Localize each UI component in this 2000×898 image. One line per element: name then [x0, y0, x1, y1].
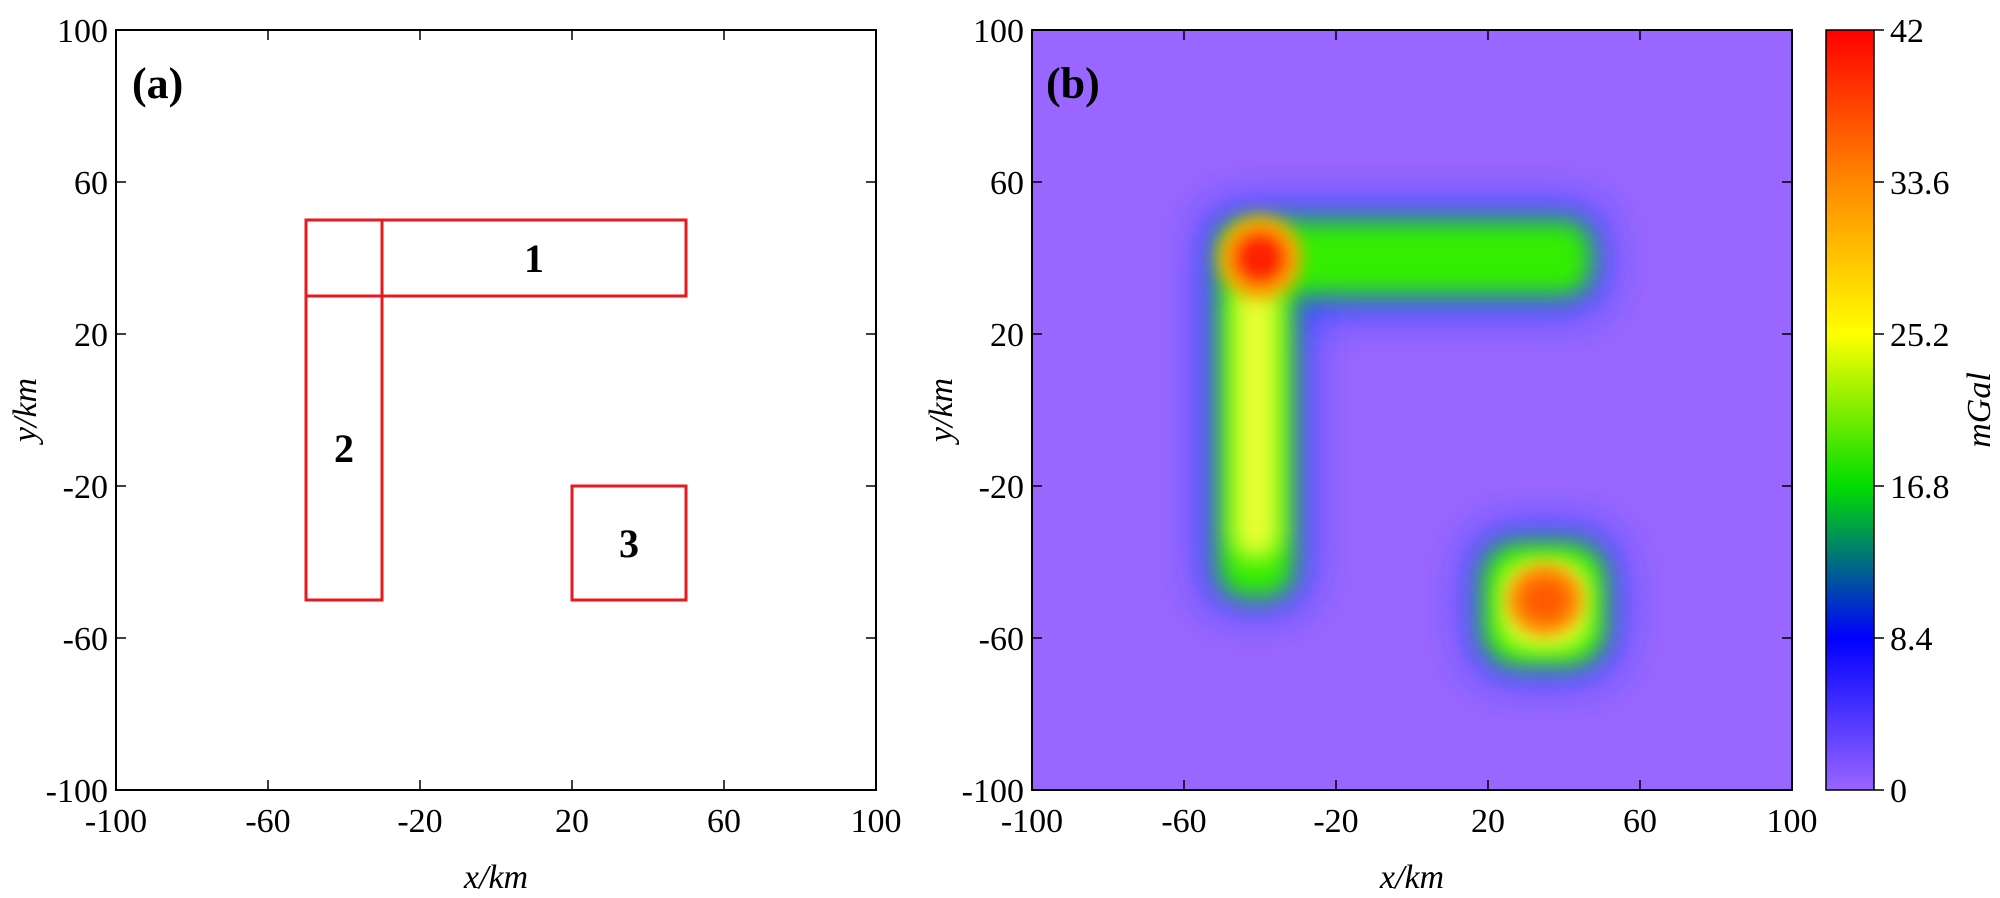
x-tick-label: 100 — [851, 803, 902, 840]
x-tick-label: -100 — [85, 803, 147, 840]
x-tick-label: 100 — [1767, 803, 1818, 840]
heatmap-field — [1032, 30, 1792, 790]
body-2-outline — [304, 218, 384, 602]
y-tick-label: -20 — [979, 469, 1024, 506]
x-tick-label: -60 — [1161, 803, 1206, 840]
y-tick-label: 20 — [990, 317, 1024, 354]
panel-a-xlabel: x/km — [463, 859, 528, 896]
panel-a-ticks: -100 -60 -20 20 60 100 100 60 20 -20 -60 -100 — [46, 13, 902, 840]
colorbar-label: mGal — [1961, 372, 1998, 448]
x-tick-label: -20 — [397, 803, 442, 840]
panel-a-label: (a) — [132, 59, 183, 108]
x-tick-label: 60 — [1623, 803, 1657, 840]
y-tick-label: 20 — [74, 317, 108, 354]
colorbar-tick-label: 25.2 — [1890, 317, 1950, 354]
colorbar-gradient — [1825, 29, 1875, 791]
body-2-label: 2 — [334, 426, 354, 471]
body-3-label: 3 — [619, 521, 639, 566]
panel-b-ticks: -100 -60 -20 20 60 100 100 60 20 -20 -60 -100 — [962, 13, 1818, 840]
panel-b-frame — [1031, 29, 1793, 791]
panel-b-label: (b) — [1046, 59, 1100, 108]
y-tick-label: -20 — [63, 469, 108, 506]
y-tick-label: -60 — [63, 621, 108, 658]
colorbar: 42 33.6 25.2 16.8 8.4 0 mGal — [1825, 13, 1998, 810]
y-tick-label: -100 — [962, 773, 1024, 810]
x-tick-label: 20 — [555, 803, 589, 840]
x-tick-label: -100 — [1001, 803, 1063, 840]
panel-a-bodies: 1 2 3 — [304, 218, 688, 602]
x-tick-label: -20 — [1313, 803, 1358, 840]
anomaly-peaks — [1218, 216, 1583, 636]
x-tick-label: 60 — [707, 803, 741, 840]
y-tick-label: -60 — [979, 621, 1024, 658]
panel-a-ylabel: y/km — [7, 378, 44, 445]
panel-a: 1 2 3 -100 -60 -20 20 60 100 100 60 20 -20 -60 -100 (… — [7, 13, 902, 896]
y-tick-label: 60 — [990, 165, 1024, 202]
colorbar-tick-label: 0 — [1890, 773, 1907, 810]
y-tick-label: -100 — [46, 773, 108, 810]
colorbar-tick-label: 42 — [1890, 13, 1924, 50]
colorbar-tick-label: 8.4 — [1890, 621, 1933, 658]
colorbar-tick-label: 33.6 — [1890, 165, 1950, 202]
panel-b-ylabel: y/km — [923, 378, 960, 445]
colorbar-ticks: 42 33.6 25.2 16.8 8.4 0 — [1874, 13, 1950, 810]
body-3-outline — [570, 484, 688, 602]
x-tick-label: -60 — [245, 803, 290, 840]
y-tick-label: 100 — [973, 13, 1024, 50]
colorbar-tick-label: 16.8 — [1890, 469, 1950, 506]
panel-b: -100 -60 -20 20 60 100 100 60 20 -20 -60 -100 (b) x… — [923, 13, 1998, 896]
x-tick-label: 20 — [1471, 803, 1505, 840]
panel-a-frame — [115, 29, 877, 791]
heatmap-background — [1032, 30, 1792, 790]
y-tick-label: 60 — [74, 165, 108, 202]
y-tick-label: 100 — [57, 13, 108, 50]
body-1-label: 1 — [524, 236, 544, 281]
panel-b-xlabel: x/km — [1379, 859, 1444, 896]
